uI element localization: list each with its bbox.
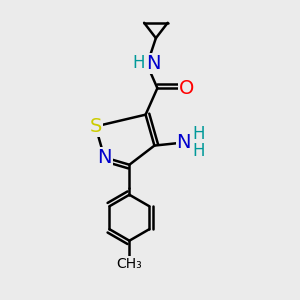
- Text: S: S: [89, 117, 102, 136]
- Text: N: N: [146, 54, 160, 73]
- Text: N: N: [97, 148, 112, 167]
- Text: H: H: [192, 142, 205, 160]
- Text: H: H: [192, 125, 205, 143]
- Text: H: H: [133, 54, 145, 72]
- Text: CH₃: CH₃: [116, 257, 142, 271]
- Text: N: N: [177, 133, 191, 152]
- Text: O: O: [179, 79, 194, 98]
